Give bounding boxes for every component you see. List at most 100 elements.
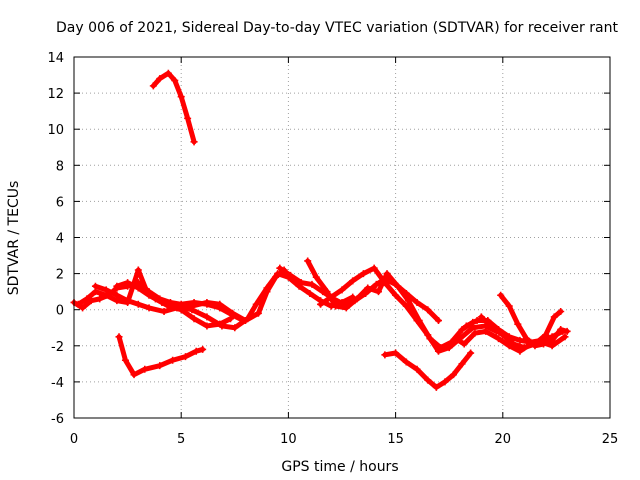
data-point [458,360,466,368]
data-point [548,342,556,350]
data-point [557,326,565,334]
data-point [434,317,442,325]
data-point [359,270,367,278]
data-point [274,270,282,278]
data-point [83,295,91,303]
data-point [145,304,153,312]
data-point [141,365,149,373]
data-point [392,291,400,299]
series-track-2 [115,333,207,379]
data-point [192,347,200,355]
data-point [441,378,449,386]
x-tick-label: 25 [602,432,619,447]
data-point [497,291,505,299]
data-point [297,279,305,287]
data-point [102,286,110,294]
data-point [505,342,513,350]
data-point [557,308,565,316]
data-point [561,333,569,341]
data-point [445,344,453,352]
data-point [424,376,432,384]
data-point [424,331,432,339]
data-point [134,300,142,308]
data-point [462,322,470,330]
data-point [372,280,380,288]
data-point [254,309,262,317]
series-track-1 [149,69,198,146]
data-point [458,326,466,334]
data-point [181,353,189,361]
data-point [91,282,99,290]
y-tick-label: 8 [56,159,64,174]
data-point [113,282,121,290]
series-track [382,350,474,390]
data-point [473,317,481,325]
data-point [306,289,314,297]
data-point [203,322,211,330]
data-point [460,340,468,348]
data-point [227,315,235,323]
y-tick-label: -2 [51,340,64,355]
y-tick-label: 6 [56,195,64,210]
data-point [323,288,331,296]
y-axis-ticks: -6 -4 -2 0 2 4 6 8 10 12 14 [47,51,610,427]
data-point [488,324,496,332]
data-point [449,371,457,379]
data-point [413,365,421,373]
chart-title: Day 006 of 2021, Sidereal Day-to-day VTE… [56,20,618,36]
data-point [190,138,198,146]
y-tick-label: 12 [47,87,64,102]
data-point [482,327,490,335]
y-tick-label: -4 [51,376,64,391]
data-point [537,338,545,346]
data-point [130,371,138,379]
data-point [158,298,166,306]
data-point [124,279,132,287]
data-point [392,349,400,357]
x-tick-label: 20 [495,432,512,447]
data-point [203,313,211,321]
data-point [229,309,237,317]
data-point [145,291,153,299]
data-series [70,69,571,391]
y-tick-label: 2 [56,268,64,283]
data-point [244,315,252,323]
data-point [115,333,123,341]
data-point [563,327,571,335]
data-point [327,293,335,301]
data-point [505,302,513,310]
data-point [231,324,239,332]
data-point [121,356,129,364]
data-point [383,270,391,278]
data-point [413,317,421,325]
y-tick-label: -6 [51,412,64,427]
y-tick-label: 10 [47,123,64,138]
data-point [263,284,271,292]
data-point [134,284,142,292]
data-point [169,356,177,364]
data-point [424,306,432,314]
data-point [156,75,164,83]
data-point [317,300,325,308]
data-point [199,345,207,353]
series-track-10 [381,349,475,391]
data-point [471,329,479,337]
data-point [402,358,410,366]
data-point [177,93,185,101]
data-point [452,335,460,343]
x-axis-ticks: 0 5 10 15 20 25 [70,57,618,447]
data-point [190,315,198,323]
data-point [74,300,82,308]
data-point [312,273,320,281]
data-point [394,282,402,290]
data-point [522,335,530,343]
data-point [542,331,550,339]
data-point [184,114,192,122]
data-point [516,347,524,355]
data-point [188,306,196,314]
data-point [252,300,260,308]
data-point [349,277,357,285]
data-point [113,291,121,299]
data-point [550,313,558,321]
